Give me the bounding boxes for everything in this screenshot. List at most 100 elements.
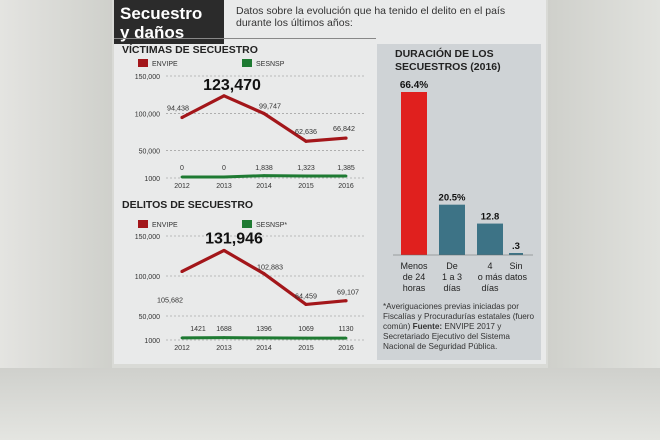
duracion-category-label: Menos <box>400 261 428 271</box>
victimas-y-tick-label: 150,000 <box>135 74 160 81</box>
victimas-sesnsp-point <box>304 174 308 178</box>
delitos-sesnsp-point <box>222 336 226 340</box>
duracion-bar-value-label: 12.8 <box>481 212 500 223</box>
duracion-bar-value-label: .3 <box>512 241 520 252</box>
victimas-legend-envipe: ENVIPE <box>152 61 178 68</box>
victimas-envipe-data-label: 94,438 <box>167 103 189 112</box>
delitos-envipe-data-label: 69,107 <box>337 288 359 297</box>
title-line-1: Secuestro <box>120 4 203 23</box>
delitos-sesnsp-data-label: 1421 <box>190 326 206 333</box>
victimas-sesnsp-point <box>180 175 184 179</box>
intro-text: Datos sobre la evolución que ha tenido e… <box>236 5 506 29</box>
victimas-title: VÍCTIMAS DE SECUESTRO <box>122 43 258 56</box>
delitos-x-tick-label: 2014 <box>256 345 272 352</box>
victimas-sesnsp-data-label: 1,385 <box>337 165 355 172</box>
background-left <box>0 0 112 440</box>
footnote: *Averiguaciones previas iniciadas por Fi… <box>383 302 537 352</box>
duracion-category-label: horas <box>403 283 426 293</box>
victimas-y-tick-label: 100,000 <box>135 111 160 118</box>
victimas-legend-sesnsp-swatch <box>242 59 252 67</box>
victimas-sesnsp-point <box>262 174 266 178</box>
duracion-category-label: días <box>481 283 499 293</box>
duracion-bar-value-label: 20.5% <box>439 193 466 204</box>
delitos-sesnsp-data-label: 1130 <box>338 326 353 333</box>
title-line-2: y daños <box>120 23 185 42</box>
infographic-card: Secuestro y daños Datos sobre la evoluci… <box>114 0 546 364</box>
duracion-bar-value-label: 66.4% <box>400 80 428 91</box>
delitos-sesnsp-point <box>344 336 348 340</box>
delitos-legend-sesnsp: SESNSP* <box>256 222 287 229</box>
duracion-category-label: días <box>443 283 461 293</box>
victimas-envipe-data-label: 62,636 <box>295 127 317 136</box>
delitos-envipe-data-label: 131,946 <box>205 230 263 247</box>
duracion-category-label: Sin <box>509 261 522 271</box>
victimas-x-tick-label: 2014 <box>256 183 272 190</box>
victimas-envipe-data-label: 99,747 <box>259 102 281 111</box>
delitos-sesnsp-data-label: 1396 <box>256 326 272 333</box>
delitos-y-tick-label: 150,000 <box>135 234 160 241</box>
duracion-bar <box>509 253 523 255</box>
infographic-title: Secuestro y daños <box>114 0 224 44</box>
victimas-sesnsp-point <box>344 174 348 178</box>
victimas-y-tick-label: 50,000 <box>139 149 161 156</box>
victimas-x-tick-label: 2013 <box>216 183 232 190</box>
duracion-category-label: 1 a 3 <box>442 272 462 282</box>
victimas-x-tick-label: 2012 <box>174 183 190 190</box>
delitos-sesnsp-point <box>262 336 266 340</box>
victimas-y-tick-label: 1000 <box>144 176 160 183</box>
delitos-x-tick-label: 2013 <box>216 345 232 352</box>
duracion-category-label: de 24 <box>403 272 426 282</box>
victimas-sesnsp-data-label: 0 <box>222 165 226 172</box>
duracion-bar <box>401 92 427 255</box>
duracion-category-label: 4 <box>487 261 492 271</box>
victimas-envipe-point <box>262 111 266 116</box>
delitos-envipe-point <box>222 248 226 253</box>
victimas-x-tick-label: 2015 <box>298 183 314 190</box>
victimas-sesnsp-data-label: 0 <box>180 165 184 172</box>
delitos-title: DELITOS DE SECUESTRO <box>122 199 253 211</box>
victimas-envipe-point <box>344 136 348 140</box>
duracion-bar <box>439 204 465 255</box>
duracion-category-label: o más <box>478 272 503 282</box>
delitos-legend-envipe: ENVIPE <box>152 222 178 229</box>
victimas-x-tick-label: 2016 <box>338 183 354 190</box>
victimas-chart: VÍCTIMAS DE SECUESTRO ENVIPE SESNSP 150,000… <box>122 43 364 190</box>
delitos-legend-envipe-swatch <box>138 220 148 228</box>
footnote-source-label: Fuente: <box>412 322 443 331</box>
delitos-envipe-point <box>344 299 348 303</box>
delitos-envipe-point <box>262 272 266 276</box>
delitos-y-tick-label: 100,000 <box>135 274 160 281</box>
delitos-envipe-data-label: 105,682 <box>157 295 183 304</box>
victimas-envipe-data-label: 66,842 <box>333 124 355 133</box>
duracion-bar <box>477 223 503 255</box>
victimas-sesnsp-data-label: 1,323 <box>297 165 315 172</box>
delitos-envipe-line <box>181 248 347 307</box>
delitos-x-tick-label: 2012 <box>174 345 190 352</box>
header-divider <box>114 38 376 39</box>
victimas-envipe-point <box>180 115 184 120</box>
victimas-envipe-data-label: 123,470 <box>203 77 261 94</box>
duracion-title: DURACIÓN DE LOS SECUESTROS (2016) <box>395 48 501 73</box>
victimas-sesnsp-point <box>222 175 226 179</box>
duracion-category-label: datos <box>505 272 528 282</box>
victimas-sesnsp-data-label: 1,838 <box>255 165 273 172</box>
background-right <box>548 0 660 440</box>
delitos-envipe-point <box>180 269 184 274</box>
victimas-legend-sesnsp: SESNSP <box>256 61 285 68</box>
delitos-legend-sesnsp-swatch <box>242 220 252 228</box>
victimas-legend-envipe-swatch <box>138 59 148 67</box>
delitos-sesnsp-data-label: 1688 <box>216 326 232 333</box>
delitos-y-tick-label: 1000 <box>144 338 160 345</box>
duracion-panel: DURACIÓN DE LOS SECUESTROS (2016) 66.4% M… <box>377 44 541 360</box>
delitos-sesnsp-data-label: 1069 <box>298 326 314 333</box>
delitos-envipe-point <box>304 302 308 307</box>
delitos-sesnsp-point <box>180 336 184 340</box>
delitos-y-tick-label: 50,000 <box>139 314 161 321</box>
delitos-envipe-data-label: 64,459 <box>295 291 317 300</box>
victimas-envipe-point <box>304 139 308 143</box>
background-bottom <box>0 368 660 440</box>
delitos-x-tick-label: 2016 <box>338 345 354 352</box>
victimas-envipe-point <box>222 94 226 98</box>
duracion-category-label: De <box>446 261 458 271</box>
